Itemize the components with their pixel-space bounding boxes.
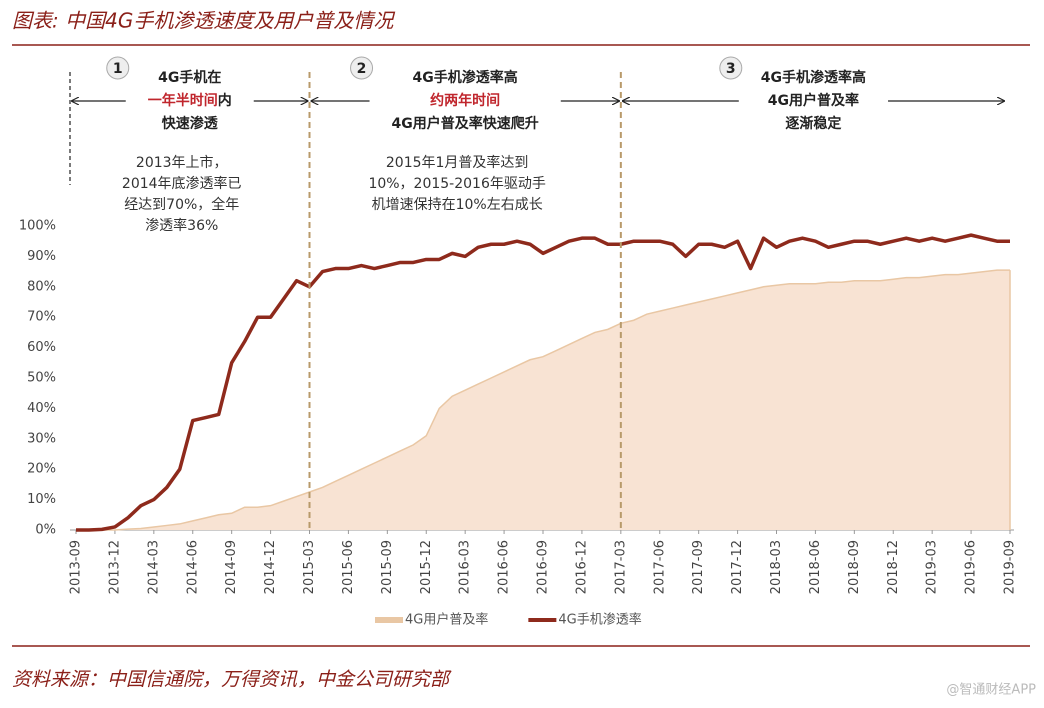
heading-segment: 约两年时间	[430, 92, 500, 109]
phase-description: 经达到70%，全年	[124, 196, 239, 213]
x-tick-label: 2018-06	[808, 540, 823, 594]
area	[76, 270, 1010, 530]
y-tick-label: 30%	[27, 431, 56, 446]
y-tick-label: 100%	[19, 219, 56, 234]
x-tick-label: 2013-12	[107, 540, 122, 594]
x-tick-label: 2018-03	[769, 540, 784, 594]
x-tick-label: 2017-03	[613, 540, 628, 594]
heading-line: 4G手机渗透率高	[761, 69, 866, 86]
heading-segment: 内	[218, 92, 232, 109]
watermark: @智通财经APP	[946, 683, 1036, 698]
phase-description: 2015年1月普及率达到	[386, 154, 529, 171]
heading-segment: 4G手机渗透率高	[413, 69, 518, 86]
legend-label: 4G用户普及率	[405, 612, 488, 628]
x-tick-label: 2013-09	[69, 540, 84, 594]
phase-badge	[350, 56, 374, 80]
heading-segment: 快速渗透	[162, 115, 219, 132]
y-tick-label: 60%	[27, 340, 56, 355]
heading-segment: 逐渐稳定	[785, 115, 841, 132]
phase-description: 机增速保持在10%左右成长	[372, 197, 543, 213]
phase-description: 2014年底渗透率已	[122, 175, 242, 192]
x-tick-label: 2018-12	[886, 540, 901, 594]
heading-segment: 一年半时间	[148, 92, 218, 109]
x-tick-label: 2015-12	[419, 540, 434, 594]
heading-line: 4G用户普及率	[768, 92, 859, 109]
heading-line: 约两年时间	[430, 92, 500, 109]
phase-badge	[106, 56, 130, 80]
x-tick-label: 2016-09	[536, 540, 551, 594]
x-tick-label: 2015-06	[341, 540, 356, 594]
x-tick-label: 2017-12	[730, 540, 745, 594]
phase-number: 2	[357, 61, 367, 77]
phase-number: 1	[113, 61, 123, 77]
y-tick-label: 10%	[27, 492, 56, 507]
phase-number: 3	[726, 61, 736, 77]
y-tick-label: 40%	[27, 401, 56, 416]
heading-segment: 4G手机在	[158, 69, 221, 86]
phase-description: 渗透率36%	[145, 217, 218, 234]
area-line	[76, 269, 1010, 531]
x-tick-label: 2014-06	[185, 540, 200, 594]
x-tick-label: 2014-12	[263, 540, 278, 594]
x-tick-label: 2016-06	[497, 540, 512, 594]
phase-badge	[719, 56, 743, 80]
phase-description: 2013年上市，	[136, 154, 228, 171]
x-tick-label: 2016-12	[574, 540, 589, 594]
y-tick-label: 80%	[27, 279, 56, 294]
heading-segment: 4G手机渗透率高	[761, 69, 866, 86]
heading-line: 4G手机在	[158, 69, 221, 86]
x-tick-label: 2019-06	[964, 540, 979, 594]
x-tick-label: 2017-06	[652, 540, 667, 594]
heading-line: 快速渗透	[162, 115, 219, 132]
x-tick-label: 2018-09	[847, 540, 862, 594]
source: 资料来源：中国信通院，万得资讯，中金公司研究部	[12, 669, 452, 691]
line	[76, 233, 1010, 532]
x-tick-label: 2017-09	[691, 540, 706, 594]
phase-description: 10%，2015-2016年驱动手	[368, 176, 545, 192]
heading-line: 逐渐稳定	[785, 115, 841, 132]
heading-line: 4G手机渗透率高	[413, 69, 518, 86]
y-tick-label: 70%	[27, 310, 56, 325]
x-tick-label: 2015-03	[302, 540, 317, 594]
x-tick-label: 2015-09	[380, 540, 395, 594]
legend-label: 4G手机渗透率	[558, 612, 641, 628]
x-tick-label: 2019-09	[1003, 540, 1018, 594]
heading-segment: 4G用户普及率快速爬升	[392, 115, 539, 132]
x-tick-label: 2016-03	[458, 540, 473, 594]
chart-title: 图表: 中国4G手机渗透速度及用户普及情况	[12, 9, 395, 33]
x-tick-label: 2019-03	[925, 540, 940, 594]
y-tick-label: 0%	[35, 523, 56, 538]
y-tick-label: 20%	[27, 462, 56, 477]
heading-line: 一年半时间内	[148, 92, 232, 109]
y-tick-label: 50%	[27, 371, 56, 386]
x-tick-label: 2014-03	[146, 540, 161, 594]
heading-line: 4G用户普及率快速爬升	[392, 115, 539, 132]
heading-segment: 4G用户普及率	[768, 92, 859, 109]
y-tick-label: 90%	[27, 249, 56, 264]
x-tick-label: 2014-09	[224, 540, 239, 594]
